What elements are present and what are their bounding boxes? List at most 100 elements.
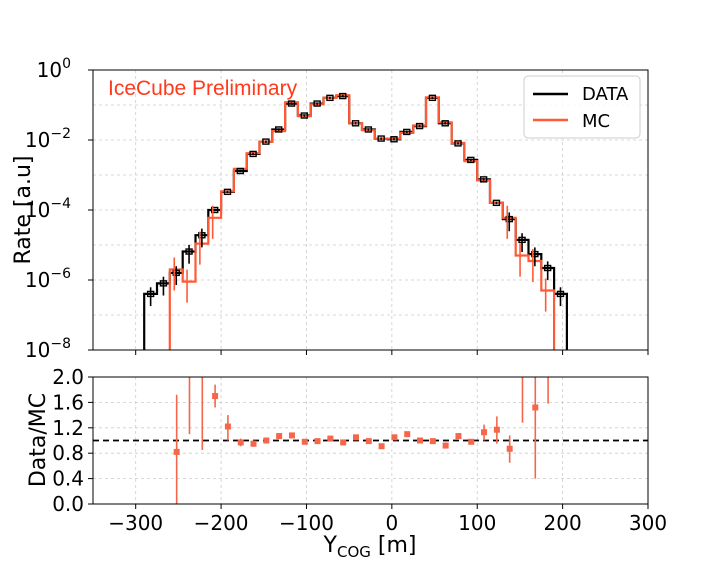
- ratio-point: [327, 435, 334, 442]
- data-point-marker: [505, 215, 513, 223]
- ratio-point: [481, 429, 488, 436]
- data-point-marker: [339, 92, 347, 100]
- x-tick-label: 300: [629, 511, 667, 535]
- top-panel-histograms: [143, 92, 568, 350]
- ratio-panel-y-ticks: 0.00.40.81.21.62.0: [52, 365, 93, 516]
- ratio-y-axis-title: Data/MC: [26, 393, 51, 487]
- data-point-marker: [159, 280, 168, 287]
- top-y-tick-exponent: −2: [50, 126, 71, 142]
- data-point-marker: [377, 135, 385, 142]
- data-point-marker: [531, 250, 539, 258]
- ratio-point: [314, 438, 321, 445]
- ratio-point: [532, 404, 539, 411]
- ratio-panel-frame: [92, 376, 649, 505]
- ratio-point: [391, 434, 398, 441]
- ratio-point: [224, 423, 231, 430]
- ratio-y-tick-label: 2.0: [52, 365, 84, 389]
- ratio-point: [250, 440, 257, 447]
- top-y-tick-base: 10: [37, 58, 62, 82]
- data-point-marker: [172, 269, 180, 277]
- top-y-tick-label: 10−6: [25, 266, 71, 292]
- data-point-marker: [249, 150, 257, 158]
- ratio-y-tick-label: 0.0: [52, 492, 84, 516]
- data-point-marker: [313, 100, 321, 107]
- data-point-marker: [556, 290, 565, 298]
- ratio-y-tick-label: 0.8: [52, 441, 84, 465]
- ratio-panel-x-ticks: −300 −200 −100 0 100 200 300: [108, 504, 667, 535]
- top-y-axis-title: Rate [a.u]: [11, 155, 36, 264]
- data-point-marker: [287, 100, 296, 107]
- x-axis-title-main: Y: [323, 533, 338, 558]
- top-y-tick-exponent: −8: [50, 336, 71, 352]
- x-axis-title-subscript: COG: [337, 543, 371, 561]
- ratio-points: [173, 377, 549, 504]
- ratio-point: [288, 432, 295, 439]
- ratio-point: [455, 433, 462, 440]
- top-y-tick-exponent: −4: [50, 196, 71, 212]
- legend-frame: [523, 75, 641, 139]
- data-point-marker: [351, 120, 360, 127]
- data-point-marker: [275, 126, 283, 133]
- data-point-marker: [326, 94, 334, 102]
- ratio-point: [468, 438, 475, 445]
- top-y-tick-base: 10: [25, 268, 50, 292]
- ratio-y-tick-label: 1.2: [52, 416, 84, 440]
- ratio-point: [173, 448, 180, 455]
- legend: DATA MC: [523, 75, 641, 139]
- data-point-marker: [210, 206, 219, 214]
- ratio-point: [417, 437, 424, 444]
- ratio-point: [237, 439, 244, 446]
- data-point-marker: [518, 236, 526, 244]
- legend-label-data: DATA: [582, 84, 629, 105]
- data-point-marker: [492, 199, 501, 207]
- ratio-point: [404, 431, 411, 438]
- data-point-marker: [236, 167, 244, 175]
- ratio-point: [365, 438, 372, 445]
- ratio-point: [442, 442, 449, 449]
- ratio-point: [493, 426, 500, 433]
- data-point-marker: [441, 120, 449, 127]
- x-tick-label: 100: [458, 511, 496, 535]
- ratio-point: [212, 393, 219, 400]
- watermark-label: IceCube Preliminary: [108, 77, 298, 100]
- x-tick-label: 200: [544, 511, 582, 535]
- x-axis-title: YCOG [m]: [323, 533, 417, 561]
- data-point-marker: [364, 126, 373, 133]
- ratio-point: [429, 438, 436, 445]
- data-point-marker: [390, 136, 398, 143]
- ratio-point: [276, 433, 283, 440]
- ratio-point: [352, 434, 359, 441]
- ratio-y-tick-label: 0.4: [52, 467, 84, 491]
- top-y-tick-label: 10−8: [25, 336, 71, 362]
- data-point-marker: [223, 188, 232, 196]
- top-panel-x-ticks: [135, 350, 649, 355]
- data-point-marker: [185, 248, 193, 255]
- data-point-marker: [415, 122, 424, 130]
- data-point-marker: [403, 128, 411, 136]
- data-point-marker: [198, 232, 206, 239]
- ratio-point: [340, 439, 347, 446]
- top-y-tick-base: 10: [25, 128, 50, 152]
- data-point-marker: [479, 176, 488, 183]
- legend-label-mc: MC: [582, 111, 610, 132]
- x-tick-label: −100: [279, 511, 334, 535]
- ratio-y-tick-label: 1.6: [52, 390, 84, 414]
- top-y-tick-label: 10−4: [25, 196, 71, 222]
- top-y-tick-exponent: 0: [62, 56, 71, 72]
- data-point-marker: [300, 112, 309, 119]
- x-axis-title-unit: [m]: [371, 533, 417, 558]
- mc-histogram-line: [168, 94, 556, 350]
- top-y-tick-label: 10−2: [25, 126, 71, 152]
- ratio-point: [506, 445, 513, 452]
- ratio-point: [378, 443, 385, 450]
- top-y-tick-exponent: −6: [50, 266, 71, 282]
- data-point-marker: [262, 138, 270, 145]
- data-point-marker: [543, 264, 552, 272]
- ratio-point: [263, 437, 270, 444]
- top-y-tick-label: 100: [37, 56, 71, 82]
- data-point-marker: [467, 156, 475, 164]
- data-point-marker: [146, 290, 155, 298]
- data-point-marker: [428, 94, 437, 102]
